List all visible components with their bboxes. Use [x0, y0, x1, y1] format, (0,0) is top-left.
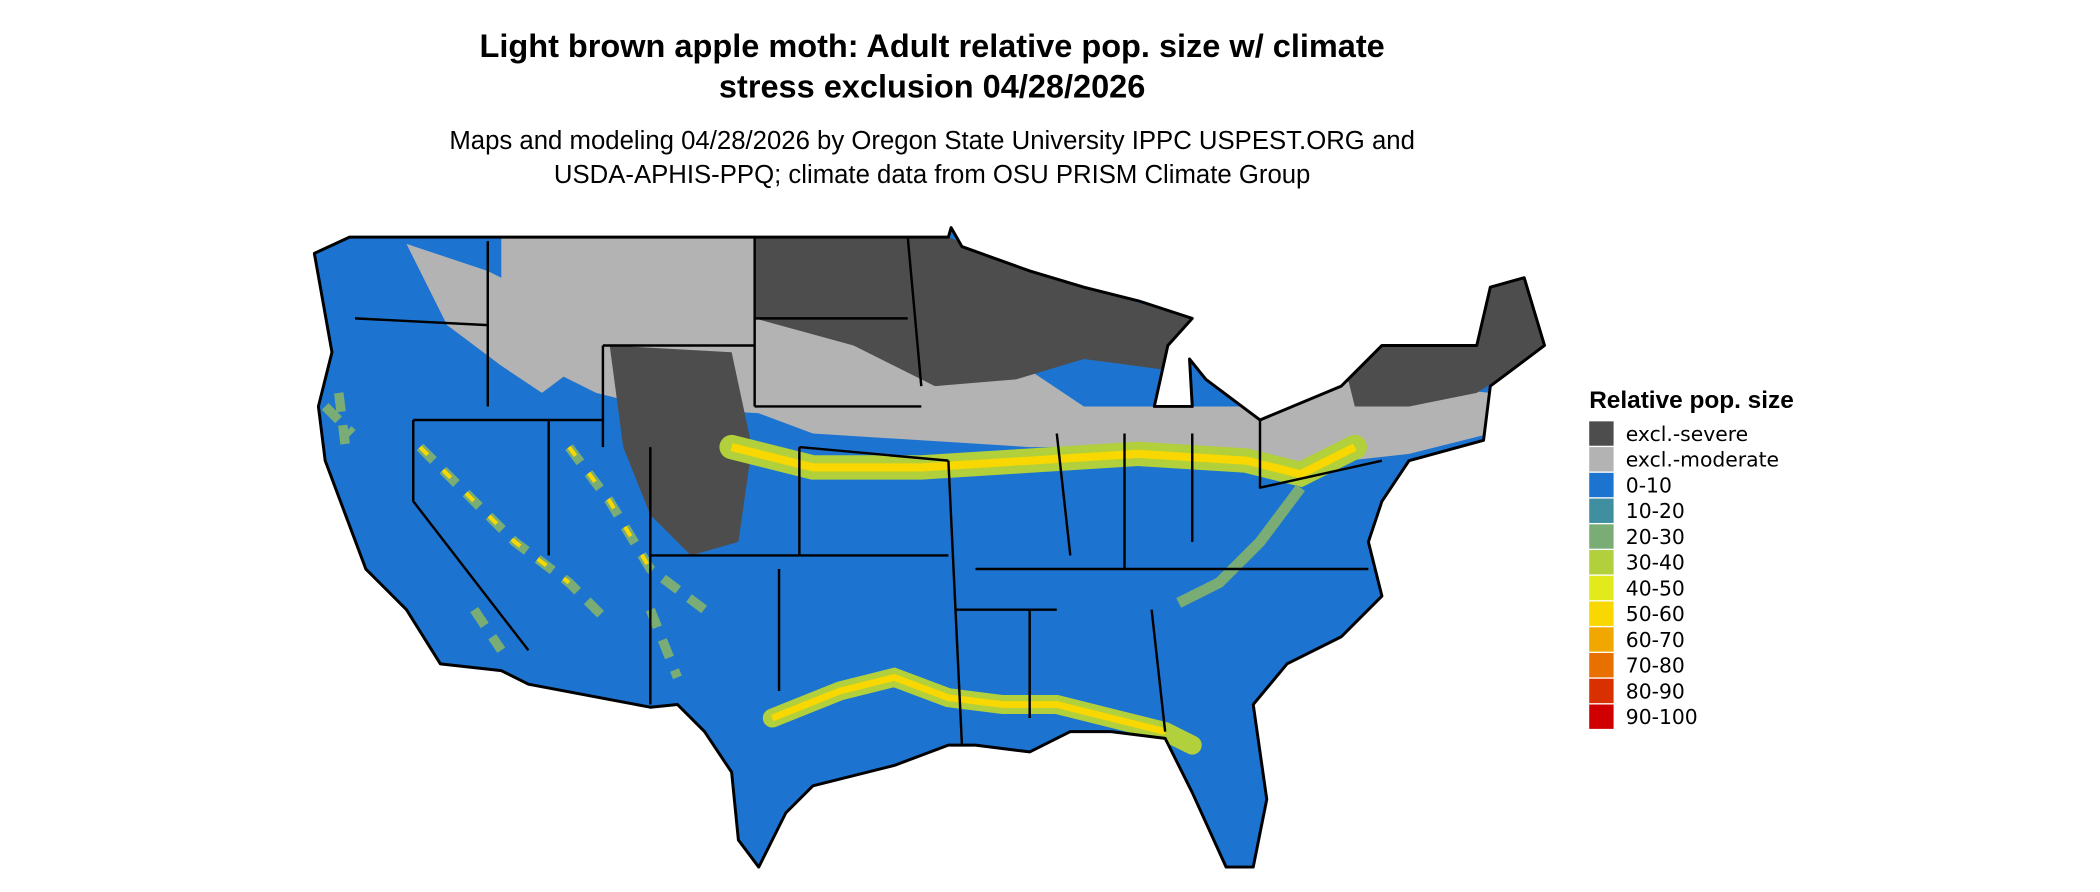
- legend-swatch: [1589, 601, 1614, 626]
- legend-title: Relative pop. size: [1589, 387, 1794, 414]
- region: [609, 345, 752, 556]
- legend-label: 80-90: [1626, 679, 1685, 703]
- legend-label: 60-70: [1626, 628, 1685, 652]
- legend-label: 0-10: [1626, 473, 1672, 497]
- legend-label: 50-60: [1626, 602, 1685, 626]
- region: [754, 237, 1193, 387]
- legend-label: excl.-moderate: [1626, 448, 1779, 472]
- legend-swatch: [1589, 472, 1614, 498]
- legend-swatch: [1589, 447, 1614, 472]
- legend-label: 30-40: [1626, 551, 1685, 575]
- state-borders: [354, 236, 1383, 746]
- region: [771, 673, 1166, 735]
- legend-swatch: [1589, 550, 1614, 575]
- legend-swatch: [1589, 575, 1614, 601]
- region: [418, 445, 653, 585]
- legend-swatch: [1589, 421, 1614, 446]
- title-line: Light brown apple moth: Adult relative p…: [479, 28, 1384, 64]
- legend-label: excl.-severe: [1626, 422, 1748, 446]
- map: [314, 227, 1545, 868]
- legend-swatch: [1589, 498, 1614, 523]
- legend-swatch: [1589, 627, 1614, 652]
- subtitle-line: USDA-APHIS-PPQ; climate data from OSU PR…: [554, 161, 1311, 189]
- region: [730, 443, 1357, 479]
- legend-label: 90-100: [1626, 705, 1698, 729]
- legend-label: 40-50: [1626, 576, 1685, 600]
- legend: excl.-severeexcl.-moderate0-1010-2020-30…: [1589, 421, 1779, 729]
- legend-label: 10-20: [1626, 499, 1685, 523]
- legend-label: 20-30: [1626, 525, 1685, 549]
- title-line: stress exclusion 04/28/2026: [719, 69, 1145, 105]
- legend-swatch: [1589, 653, 1614, 678]
- legend-label: 70-80: [1626, 654, 1685, 678]
- subtitle-line: Maps and modeling 04/28/2026 by Oregon S…: [449, 127, 1415, 155]
- region: [1176, 484, 1305, 608]
- legend-swatch: [1589, 524, 1614, 549]
- legend-swatch: [1589, 704, 1614, 729]
- legend-swatch: [1589, 678, 1614, 704]
- region: [406, 243, 597, 393]
- region: [1341, 277, 1545, 407]
